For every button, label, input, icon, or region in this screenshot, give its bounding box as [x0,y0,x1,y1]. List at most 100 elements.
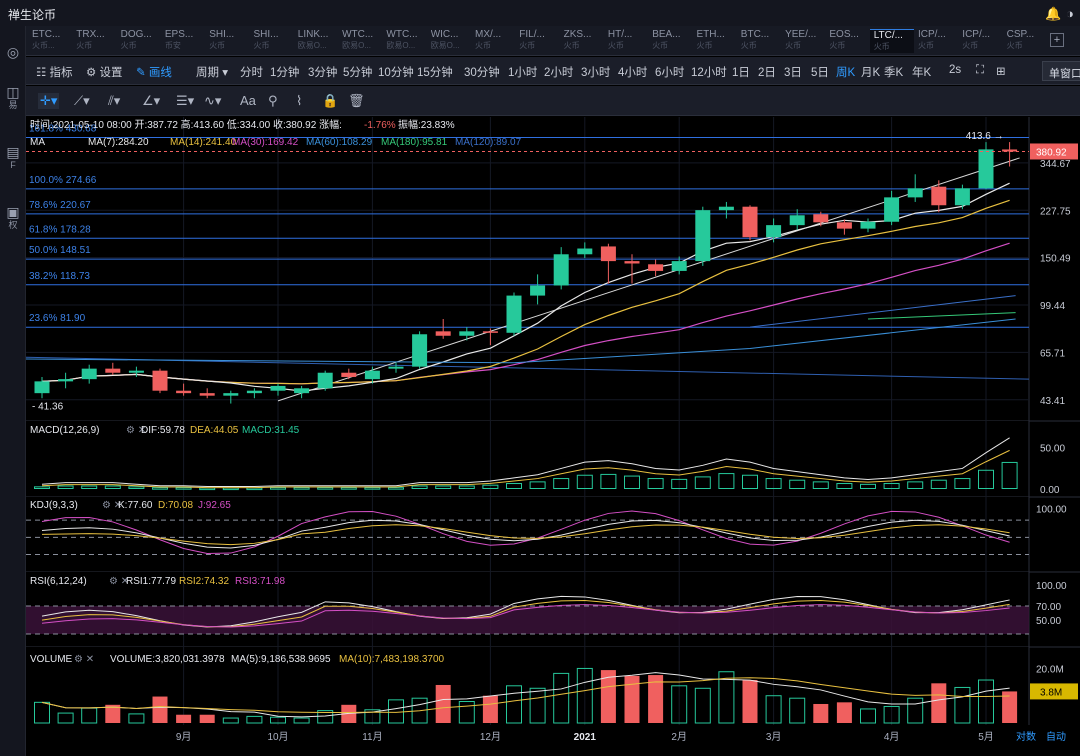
tab-exchange-label: 火币 [696,41,713,50]
tab-exchange-label: 火币 [253,41,270,50]
time-tick-label: 10月 [267,731,288,743]
period-dropdown[interactable]: 周期 ▾ [196,67,228,79]
tab-exchange-label: 欧易O... [342,41,371,50]
trendline-icon[interactable]: ⟋▾ [74,93,90,108]
ma60-legend: MA(60):108.29 [306,137,373,148]
fullscreen-icon[interactable]: ⛶ [976,64,985,76]
text-icon[interactable]: Aa [240,93,256,108]
period-option[interactable]: 季K [884,67,904,79]
auto-scale-toggle[interactable]: 自动 [1046,730,1066,743]
macd-bar [978,469,994,489]
volume-bar [836,702,852,723]
candle-body [907,188,923,198]
tab-symbol[interactable]: BTC... 火币 [737,29,781,53]
settings-button[interactable]: ⚙ 设置 [86,67,123,79]
draw-button[interactable]: ✎ 画线 [136,67,172,79]
period-option[interactable]: 3分钟 [308,67,338,79]
volume-bar [246,715,263,724]
tab-symbol[interactable]: HT/... 火币 [604,29,648,53]
period-option[interactable]: 2s [949,64,962,76]
chart-area[interactable]: 43.41 65.71 99.44 150.49 227.75 344.67 161.8% … [26,117,1080,756]
bell-icon[interactable]: 🔔 [1045,6,1062,21]
ruler-icon[interactable]: ⚲ [268,93,278,108]
macd-bar [742,474,758,490]
tab-exchange-label: 欧易O... [297,41,327,50]
period-option[interactable]: 4小时 [618,67,648,79]
period-option[interactable]: 3小时 [581,67,611,79]
circle-menu-icon[interactable]: ◑ [1066,6,1074,21]
tab-symbol[interactable]: EOS... 火币 [825,29,869,53]
tab-exchange-label: 火币 [209,41,226,50]
tab-symbol[interactable]: SHI... 火币 [205,29,249,53]
tab-symbol[interactable]: ZKS... 火币 [560,29,604,53]
tab-symbol[interactable]: SHI... 火币 [250,29,294,53]
sidebar-item-f[interactable]: ▤ F [6,144,20,170]
tab-symbol[interactable]: MX/... 火币 [471,29,515,53]
tab-symbol[interactable]: TRX... 火币 [72,29,116,53]
period-option[interactable]: 1分钟 [270,67,300,79]
parallel-icon[interactable]: ⫽▾ [108,93,121,108]
period-option[interactable]: 2日 [758,67,776,79]
period-option[interactable]: 年K [912,67,932,79]
channel-line [26,356,1030,380]
period-option[interactable]: 1日 [732,67,750,79]
log-scale-toggle[interactable]: 对数 [1016,730,1036,743]
volume-bar [576,667,593,724]
macd-bar [270,487,286,490]
pattern-icon[interactable]: ⌇ [296,93,303,108]
left-sidebar: ◎ ◫ 易 ▤ F ▣ 权 [0,26,26,756]
tab-symbol[interactable]: WIC... 欧易O... [427,29,471,53]
grid-icon[interactable]: ⊞ [996,66,1006,78]
tab-symbol[interactable]: FIL/... 火币 [515,29,559,53]
crosshair-icon[interactable]: ✛▾ [38,93,60,109]
volume-bar [553,672,570,724]
macd-bar [624,475,640,490]
lock-icon[interactable]: 🔒 [322,93,339,108]
volume-bar [57,712,74,724]
tab-symbol-label: ETC... [32,29,61,40]
period-option[interactable]: 6小时 [655,67,685,79]
trash-icon[interactable]: 🗑 [348,93,365,108]
volume-legend-value: VOLUME:3,820,031.3978 [110,654,225,665]
sidebar-item-0[interactable]: ◎ [6,44,20,60]
period-option[interactable]: 1小时 [508,67,538,79]
candle-body [860,221,876,229]
tab-symbol[interactable]: WTC... 欧易O... [382,29,426,53]
volume-bar [222,717,239,724]
tab-symbol[interactable]: CSP... 火币 [1003,29,1047,53]
tab-symbol[interactable]: DOG... 火币 [117,29,161,53]
tab-exchange-label: 欧易O... [430,41,460,50]
tab-symbol[interactable]: ETH... 火币 [693,29,737,53]
add-tab-icon[interactable]: + [1050,33,1064,47]
indicator-button[interactable]: ☷ 指标 [36,67,73,79]
period-option[interactable]: 5日 [811,67,829,79]
wave-icon[interactable]: ∿▾ [204,93,222,108]
candle-body [58,379,74,382]
candle-body [482,331,498,333]
period-option[interactable]: 月K [861,67,881,79]
fib-icon[interactable]: ☰▾ [176,93,195,108]
tab-symbol[interactable]: BEA... 火币 [648,29,692,53]
window-mode-select[interactable]: 单窗口 ▾ [1042,61,1080,81]
angle-icon[interactable]: ∠▾ [142,93,161,108]
sidebar-item-rights[interactable]: ▣ 权 [6,204,20,230]
tab-symbol[interactable]: YEE/... 火币 [781,29,825,53]
period-option[interactable]: 3日 [784,67,802,79]
tab-symbol[interactable]: ICP/... 火币 [958,29,1002,53]
period-option[interactable]: 30分钟 [464,67,500,79]
tab-symbol[interactable]: ETC... 火币... [28,29,72,53]
period-option[interactable]: 10分钟 [378,67,414,79]
tab-symbol[interactable]: WTC... 欧易O... [338,29,382,53]
tab-symbol[interactable]: ICP/... 火币 [914,29,958,53]
period-option[interactable]: 15分钟 [417,67,453,79]
sidebar-item-trade[interactable]: ◫ 易 [6,84,20,110]
tab-symbol[interactable]: EPS... 币安 [161,29,205,53]
period-option[interactable]: 12小时 [691,67,727,79]
period-option[interactable]: 5分钟 [343,67,373,79]
period-option[interactable]: 周K [836,67,856,79]
tab-symbol[interactable]: LINK... 欧易O... [294,29,338,53]
period-option[interactable]: 分时 [240,67,263,79]
volume-bar [152,696,168,723]
tab-symbol[interactable]: LTC/... 火币 [869,29,914,53]
period-option[interactable]: 2小时 [544,67,574,79]
